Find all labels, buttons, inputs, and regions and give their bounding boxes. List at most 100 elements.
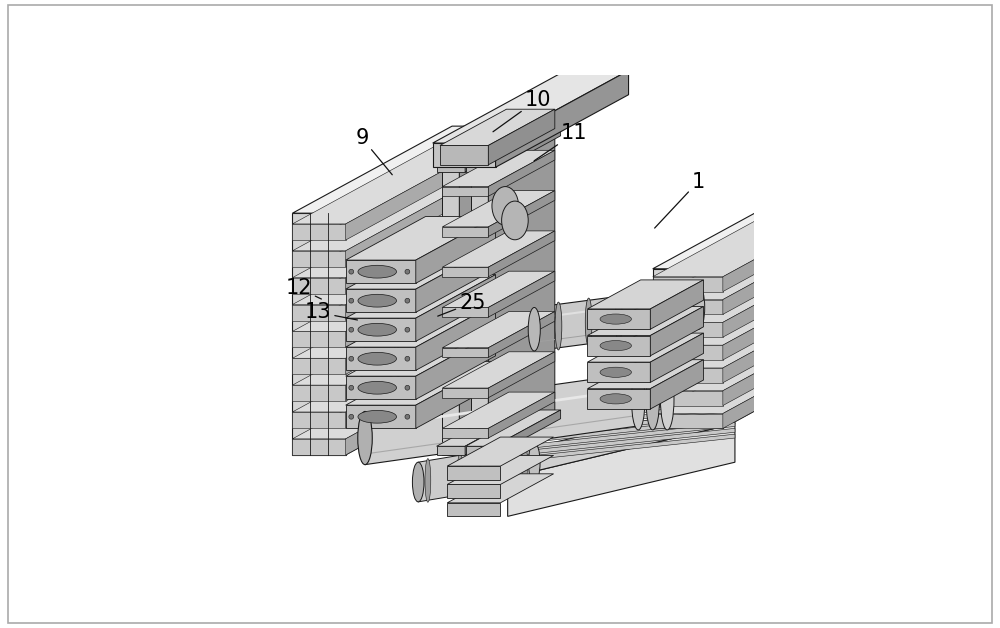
Polygon shape bbox=[346, 289, 416, 312]
Polygon shape bbox=[292, 213, 346, 455]
Polygon shape bbox=[471, 165, 488, 455]
Polygon shape bbox=[653, 318, 856, 391]
Polygon shape bbox=[416, 217, 496, 283]
Polygon shape bbox=[442, 352, 555, 388]
Polygon shape bbox=[346, 347, 416, 371]
Polygon shape bbox=[292, 251, 346, 267]
Polygon shape bbox=[488, 311, 555, 357]
Polygon shape bbox=[447, 455, 554, 484]
Polygon shape bbox=[416, 333, 496, 399]
Polygon shape bbox=[416, 303, 496, 371]
Polygon shape bbox=[365, 373, 638, 465]
Ellipse shape bbox=[349, 414, 354, 419]
Polygon shape bbox=[650, 360, 704, 409]
Polygon shape bbox=[508, 399, 735, 478]
Polygon shape bbox=[442, 308, 488, 317]
Text: 10: 10 bbox=[493, 90, 551, 132]
Ellipse shape bbox=[502, 201, 528, 240]
Polygon shape bbox=[346, 217, 505, 321]
Polygon shape bbox=[292, 385, 346, 401]
Ellipse shape bbox=[412, 462, 424, 502]
Polygon shape bbox=[496, 70, 629, 167]
Polygon shape bbox=[466, 127, 561, 163]
Polygon shape bbox=[466, 410, 561, 447]
Ellipse shape bbox=[425, 458, 431, 502]
Polygon shape bbox=[723, 318, 856, 406]
Polygon shape bbox=[587, 362, 650, 382]
Polygon shape bbox=[494, 410, 561, 455]
Polygon shape bbox=[292, 217, 505, 305]
Polygon shape bbox=[442, 271, 555, 308]
Ellipse shape bbox=[528, 308, 540, 351]
Polygon shape bbox=[292, 126, 505, 213]
Polygon shape bbox=[292, 352, 505, 439]
Polygon shape bbox=[442, 187, 488, 196]
Polygon shape bbox=[346, 271, 505, 374]
Ellipse shape bbox=[358, 411, 372, 465]
Ellipse shape bbox=[615, 294, 622, 342]
Polygon shape bbox=[459, 129, 526, 455]
Polygon shape bbox=[442, 191, 555, 227]
Ellipse shape bbox=[457, 453, 463, 497]
Polygon shape bbox=[488, 231, 555, 277]
Polygon shape bbox=[292, 278, 346, 294]
Text: 9: 9 bbox=[355, 128, 392, 175]
Polygon shape bbox=[494, 127, 561, 172]
Text: 25: 25 bbox=[438, 293, 486, 316]
Ellipse shape bbox=[349, 298, 354, 303]
Polygon shape bbox=[442, 227, 488, 237]
Polygon shape bbox=[508, 428, 735, 457]
Polygon shape bbox=[653, 269, 723, 428]
Polygon shape bbox=[437, 127, 532, 163]
Polygon shape bbox=[346, 318, 416, 341]
Polygon shape bbox=[488, 271, 555, 317]
Polygon shape bbox=[466, 163, 494, 172]
Polygon shape bbox=[471, 129, 555, 165]
Polygon shape bbox=[653, 295, 856, 368]
Polygon shape bbox=[653, 250, 856, 322]
Polygon shape bbox=[292, 332, 346, 347]
Polygon shape bbox=[653, 273, 856, 345]
Polygon shape bbox=[442, 231, 555, 267]
Polygon shape bbox=[418, 443, 534, 502]
Polygon shape bbox=[723, 295, 856, 382]
Polygon shape bbox=[508, 405, 735, 433]
Polygon shape bbox=[723, 250, 856, 337]
Ellipse shape bbox=[349, 356, 354, 361]
Polygon shape bbox=[416, 362, 496, 428]
Polygon shape bbox=[653, 322, 723, 337]
Ellipse shape bbox=[358, 352, 397, 365]
Polygon shape bbox=[346, 376, 416, 399]
Polygon shape bbox=[508, 394, 735, 421]
Polygon shape bbox=[292, 298, 505, 385]
Polygon shape bbox=[653, 227, 856, 300]
Polygon shape bbox=[447, 474, 554, 503]
Polygon shape bbox=[508, 423, 735, 516]
Polygon shape bbox=[416, 274, 496, 341]
Polygon shape bbox=[433, 70, 629, 143]
Polygon shape bbox=[437, 410, 532, 447]
Polygon shape bbox=[447, 484, 500, 498]
Ellipse shape bbox=[405, 386, 410, 390]
Ellipse shape bbox=[528, 443, 540, 482]
Ellipse shape bbox=[358, 295, 397, 307]
Polygon shape bbox=[653, 277, 723, 291]
Ellipse shape bbox=[358, 323, 397, 336]
Polygon shape bbox=[508, 434, 735, 462]
Ellipse shape bbox=[358, 381, 397, 394]
Polygon shape bbox=[346, 164, 505, 267]
Polygon shape bbox=[587, 280, 704, 309]
Polygon shape bbox=[465, 127, 532, 172]
Polygon shape bbox=[440, 109, 555, 146]
Polygon shape bbox=[653, 414, 723, 428]
Polygon shape bbox=[346, 244, 505, 347]
Polygon shape bbox=[587, 389, 650, 409]
Polygon shape bbox=[346, 260, 416, 283]
Polygon shape bbox=[442, 165, 459, 455]
Polygon shape bbox=[587, 333, 704, 362]
Polygon shape bbox=[587, 360, 704, 389]
Polygon shape bbox=[508, 411, 735, 439]
Polygon shape bbox=[723, 273, 856, 360]
Ellipse shape bbox=[585, 298, 592, 346]
Polygon shape bbox=[292, 244, 505, 332]
